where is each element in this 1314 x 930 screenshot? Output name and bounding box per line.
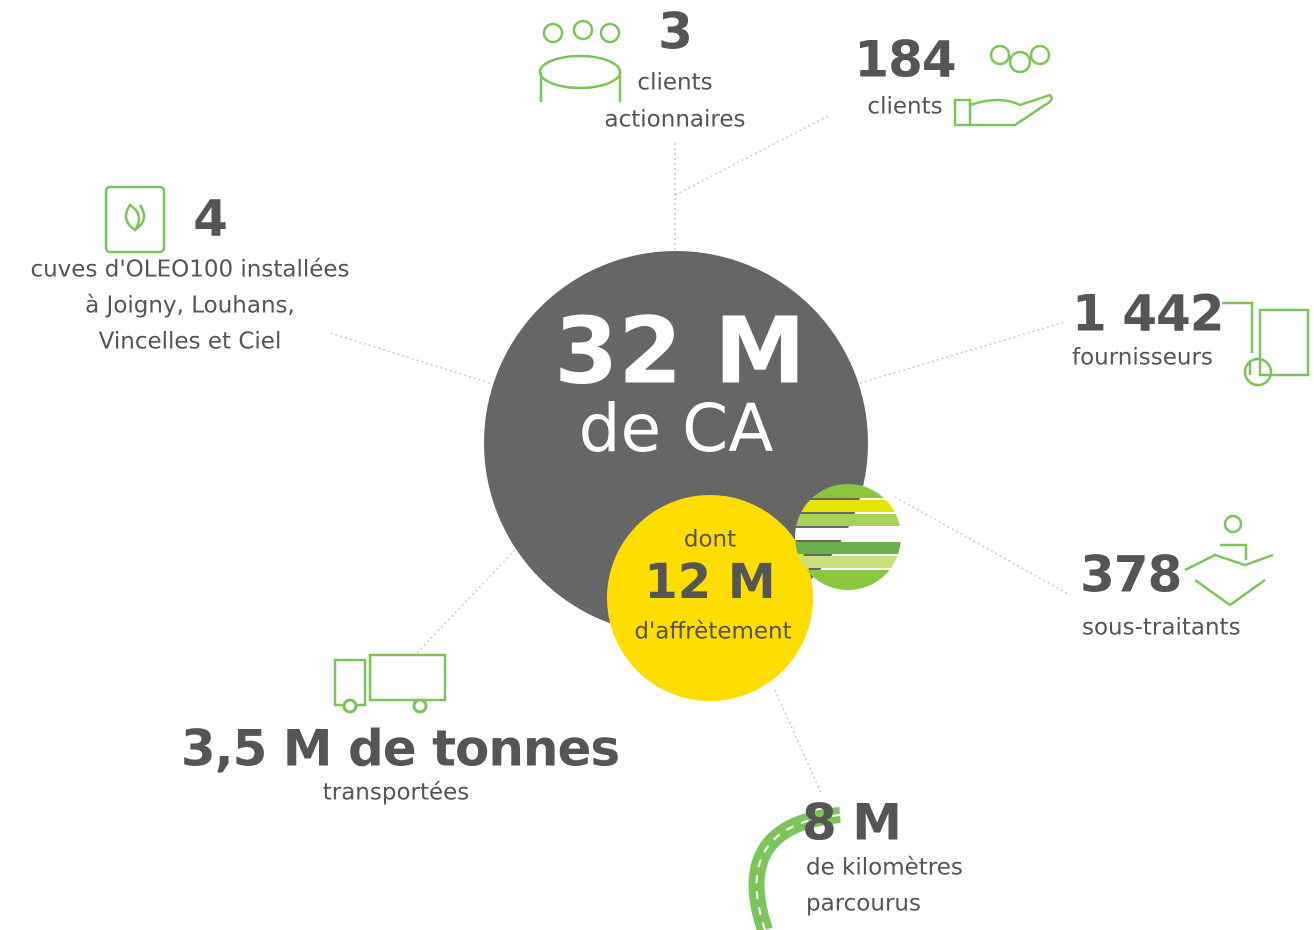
- stat-label: à Joigny, Louhans,: [85, 293, 295, 319]
- sub-value: 12 M: [644, 554, 775, 610]
- stat-label: clients: [867, 94, 942, 120]
- sub-prefix: dont: [684, 527, 736, 553]
- stat-label: clients: [637, 70, 712, 96]
- stat-value: 378: [1080, 546, 1181, 604]
- stat-label: parcourus: [806, 891, 921, 917]
- stat-label: Vincelles et Ciel: [99, 329, 282, 355]
- sub-circle: [607, 495, 813, 701]
- stat-value: 3: [658, 3, 692, 61]
- stat-label: cuves d'OLEO100 installées: [30, 257, 349, 283]
- stat-label: de kilomètres: [806, 855, 963, 881]
- stat-label: fournisseurs: [1072, 345, 1213, 371]
- icons: [104, 19, 1310, 930]
- stat-value: 8 M: [802, 794, 901, 852]
- stat-label: sous-traitants: [1082, 615, 1241, 641]
- center-value: 32 M: [554, 297, 806, 404]
- stat-value: 184: [854, 31, 955, 89]
- connectors: [329, 114, 1071, 796]
- stat-value: 4: [193, 190, 227, 248]
- stat-label: transportées: [323, 780, 470, 806]
- center-label: de CA: [579, 390, 774, 467]
- stat-value: 3,5 M de tonnes: [181, 720, 619, 778]
- stat-label: actionnaires: [605, 107, 746, 133]
- sub-label: d'affrètement: [634, 619, 791, 645]
- stat-value: 1 442: [1072, 285, 1224, 343]
